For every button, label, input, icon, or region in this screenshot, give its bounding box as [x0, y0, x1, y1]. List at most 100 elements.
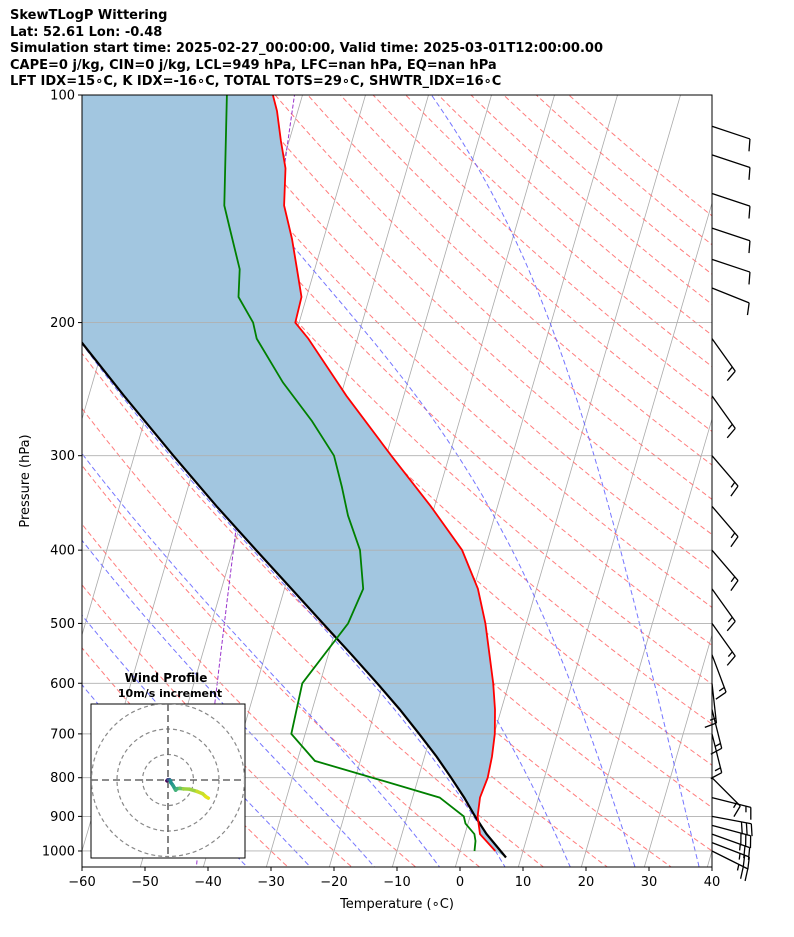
wind-barb-flag — [710, 747, 723, 755]
wind-barb-flag — [743, 845, 746, 859]
y-tick-label: 900 — [50, 810, 75, 825]
isotherm-line — [706, 849, 712, 867]
sounding-profiles — [82, 95, 507, 859]
x-tick-label: 0 — [456, 875, 464, 890]
dry-adiabat — [535, 95, 712, 246]
y-tick-label: 700 — [50, 727, 75, 742]
moist-adiabat — [82, 452, 441, 867]
wind-barb-staff — [711, 709, 723, 749]
wind-barb-flag — [704, 722, 717, 728]
wind-barb-staff — [711, 833, 750, 849]
parcel-line — [82, 341, 507, 859]
isotherm-line — [580, 417, 712, 867]
wind-barb-halfflag — [727, 423, 733, 430]
wind-barb-staff — [711, 733, 723, 773]
cape-line: CAPE=0 j/kg, CIN=0 j/kg, LCL=949 hPa, LF… — [10, 57, 497, 73]
wind-barb-flag — [748, 206, 751, 219]
wind-barb-halfflag — [733, 802, 738, 809]
wind-barb-staff — [711, 455, 739, 487]
wind-barb-halfflag — [709, 717, 717, 721]
dewpoint-line — [223, 95, 477, 852]
wind-barb-halfflag — [718, 686, 725, 692]
wind-barb-halfflag — [730, 532, 736, 539]
wind-barbs — [704, 125, 753, 882]
wind-barb-staff — [711, 154, 751, 169]
wind-barb-flag — [733, 805, 741, 817]
moist-adiabat — [82, 191, 571, 867]
dry-adiabat — [339, 95, 712, 433]
wind-barb-flag — [726, 620, 736, 632]
chart-header: SkewTLogP Wittering Lat: 52.61 Lon: -0.4… — [10, 8, 603, 91]
wind-barb-flag — [726, 370, 736, 381]
y-tick-label: 500 — [50, 617, 75, 632]
wind-barb-halfflag — [736, 864, 740, 871]
dry-adiabat — [176, 95, 712, 609]
x-tick-label: 10 — [515, 875, 532, 890]
wind-barb-staff — [711, 549, 739, 581]
x-tick-label: −10 — [383, 875, 410, 890]
hodograph-title: Wind Profile — [125, 671, 208, 685]
wind-barb-staff — [711, 850, 749, 870]
x-tick-label: 30 — [641, 875, 658, 890]
x-axis-label: Temperature (∘C) — [339, 897, 454, 912]
dry-adiabat — [111, 95, 712, 685]
y-tick-label: 100 — [50, 89, 75, 104]
wind-barb-flag — [747, 847, 751, 860]
wind-barb-flag — [730, 536, 739, 548]
wind-barb-flag — [739, 866, 744, 879]
wind-barb-halfflag — [714, 767, 721, 772]
wind-barb-flag — [748, 272, 751, 285]
wind-barb-flag — [726, 427, 736, 439]
dry-adiabat — [241, 95, 712, 536]
x-tick-label: −20 — [320, 875, 347, 890]
wind-barb-flag — [715, 691, 727, 700]
wind-barb-staff — [711, 777, 741, 807]
isotherm-line — [766, 78, 794, 882]
x-tick-label: −40 — [194, 875, 221, 890]
index-line: LFT IDX=15∘C, K IDX=-16∘C, TOTAL TOTS=29… — [10, 74, 502, 89]
wind-barb-flag — [726, 655, 736, 666]
wind-barb-staff — [711, 824, 751, 837]
wind-barb-halfflag — [727, 366, 733, 373]
wind-barb-flag — [748, 167, 751, 180]
x-tick-label: −50 — [131, 875, 158, 890]
wind-barb-staff — [711, 227, 751, 242]
wind-barb-staff — [711, 338, 736, 372]
y-tick-label: 200 — [50, 316, 75, 331]
wind-barb-halfflag — [738, 853, 741, 860]
wind-barb-staff — [711, 815, 752, 825]
wind-barb-staff — [711, 683, 718, 724]
wind-barb-flag — [730, 580, 739, 591]
cape-shade-area — [82, 95, 506, 858]
wind-barb-staff — [711, 258, 751, 273]
x-axis: −60 −50 −40 −30 −20 −10 0 10 20 30 40 — [68, 867, 720, 890]
wind-barb-flag — [744, 868, 749, 882]
wind-barb-halfflag — [714, 742, 721, 747]
dry-adiabat — [82, 523, 417, 867]
wind-barb-flag — [748, 138, 751, 152]
dry-adiabat — [82, 584, 353, 867]
isotherm-line — [328, 95, 555, 867]
wind-barb-flag — [750, 823, 753, 837]
wind-barb-flag — [740, 821, 743, 835]
wind-barb-flag — [746, 302, 750, 316]
location-line: Lat: 52.61 Lon: -0.48 — [10, 24, 163, 40]
wind-barb-flag — [748, 240, 751, 254]
y-axis: 1000 900 800 700 600 500 400 300 200 100 — [42, 89, 82, 859]
y-axis-label: Pressure (hPa) — [18, 434, 33, 527]
wind-barb-staff — [711, 192, 751, 207]
wind-barb-halfflag — [730, 481, 736, 488]
y-tick-label: 400 — [50, 544, 75, 559]
wind-barb-halfflag — [727, 651, 733, 658]
y-tick-label: 300 — [50, 449, 75, 464]
temperature-line — [272, 95, 496, 852]
isotherm-line — [391, 95, 618, 867]
wind-barb-staff — [711, 125, 751, 140]
dry-adiabat — [307, 95, 712, 466]
wind-barb-staff — [711, 796, 751, 808]
wind-barb-staff — [711, 654, 727, 693]
wind-barb-staff — [711, 842, 750, 858]
wind-barb-staff — [711, 623, 736, 657]
wind-barb-halfflag — [727, 616, 733, 623]
wind-barb-staff — [711, 287, 750, 304]
